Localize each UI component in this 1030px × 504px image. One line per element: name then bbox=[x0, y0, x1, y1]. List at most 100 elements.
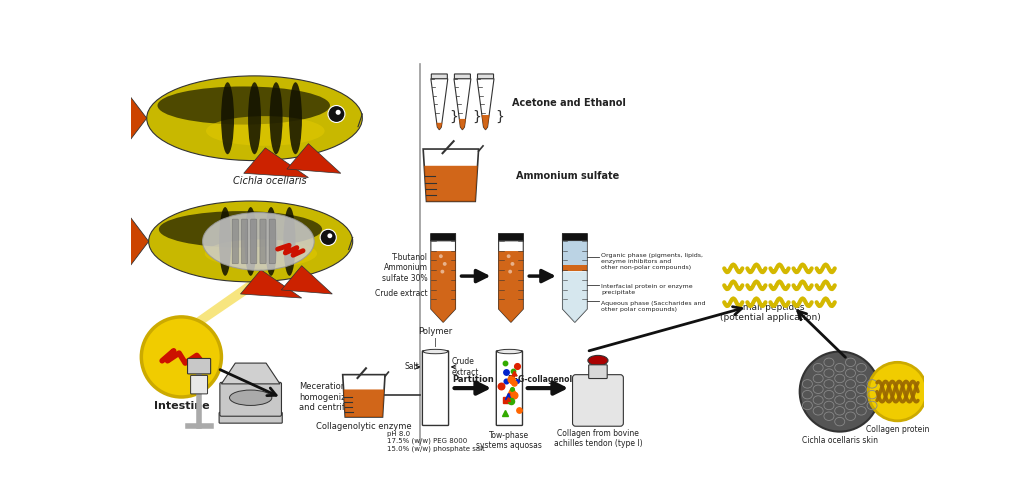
Polygon shape bbox=[344, 390, 384, 417]
FancyBboxPatch shape bbox=[496, 351, 522, 425]
FancyBboxPatch shape bbox=[232, 219, 238, 264]
Polygon shape bbox=[437, 123, 442, 130]
FancyBboxPatch shape bbox=[269, 219, 275, 264]
Polygon shape bbox=[343, 374, 385, 417]
Circle shape bbox=[336, 110, 341, 115]
Circle shape bbox=[507, 255, 511, 258]
Circle shape bbox=[508, 270, 512, 274]
Polygon shape bbox=[562, 241, 587, 265]
Ellipse shape bbox=[588, 355, 608, 365]
Text: Cichla ocellaris skin: Cichla ocellaris skin bbox=[801, 436, 878, 445]
Ellipse shape bbox=[221, 82, 234, 154]
FancyBboxPatch shape bbox=[573, 374, 623, 426]
Ellipse shape bbox=[159, 211, 322, 247]
Circle shape bbox=[141, 317, 221, 397]
Polygon shape bbox=[454, 79, 471, 130]
Text: Partition: Partition bbox=[452, 375, 494, 384]
Circle shape bbox=[328, 105, 345, 122]
Text: pH 8.0
17.5% (w/w) PEG 8000
15.0% (w/w) phosphate salt: pH 8.0 17.5% (w/w) PEG 8000 15.0% (w/w) … bbox=[386, 431, 484, 452]
Polygon shape bbox=[431, 241, 455, 322]
FancyBboxPatch shape bbox=[191, 375, 208, 394]
Polygon shape bbox=[562, 272, 587, 322]
Ellipse shape bbox=[270, 82, 282, 154]
Ellipse shape bbox=[203, 213, 314, 270]
Text: Ammonium sulfate: Ammonium sulfate bbox=[516, 171, 620, 181]
Polygon shape bbox=[423, 149, 479, 202]
Polygon shape bbox=[431, 79, 448, 130]
Text: }: } bbox=[495, 110, 505, 123]
Polygon shape bbox=[499, 241, 523, 322]
Polygon shape bbox=[240, 270, 302, 298]
Text: Cichla ocellaris: Cichla ocellaris bbox=[233, 176, 307, 186]
FancyBboxPatch shape bbox=[478, 74, 493, 79]
Polygon shape bbox=[221, 363, 280, 384]
Polygon shape bbox=[562, 241, 587, 322]
Ellipse shape bbox=[265, 207, 277, 276]
Ellipse shape bbox=[230, 390, 272, 405]
Ellipse shape bbox=[423, 349, 448, 354]
Circle shape bbox=[439, 255, 443, 258]
Circle shape bbox=[328, 233, 333, 238]
Ellipse shape bbox=[497, 349, 522, 354]
Polygon shape bbox=[112, 193, 148, 290]
Polygon shape bbox=[499, 251, 523, 322]
Text: Crude
extract: Crude extract bbox=[451, 357, 479, 376]
Text: |: | bbox=[434, 338, 437, 347]
FancyBboxPatch shape bbox=[432, 74, 447, 79]
Circle shape bbox=[320, 229, 337, 245]
Polygon shape bbox=[287, 144, 341, 173]
Ellipse shape bbox=[283, 207, 296, 276]
FancyBboxPatch shape bbox=[241, 219, 247, 264]
Polygon shape bbox=[424, 166, 478, 202]
Circle shape bbox=[441, 270, 444, 274]
Text: Organic phase (pigments, lipids,
enzyme inhibitors and
other non-polar compounds: Organic phase (pigments, lipids, enzyme … bbox=[602, 253, 703, 270]
Text: Collagenolytic enzyme: Collagenolytic enzyme bbox=[316, 422, 412, 431]
FancyBboxPatch shape bbox=[499, 233, 523, 241]
Text: Polymer: Polymer bbox=[418, 327, 452, 336]
Polygon shape bbox=[281, 266, 333, 294]
Circle shape bbox=[511, 262, 514, 266]
Polygon shape bbox=[431, 251, 455, 322]
Text: }: } bbox=[449, 110, 458, 123]
Text: Aqueous phase (Saccharides and
other polar compounds): Aqueous phase (Saccharides and other pol… bbox=[602, 301, 706, 312]
Text: Intestine: Intestine bbox=[153, 401, 209, 411]
Ellipse shape bbox=[289, 82, 302, 154]
Circle shape bbox=[799, 352, 880, 431]
FancyBboxPatch shape bbox=[219, 412, 282, 423]
FancyBboxPatch shape bbox=[187, 358, 210, 374]
Ellipse shape bbox=[146, 76, 363, 161]
Text: PEG-collagenolytic: PEG-collagenolytic bbox=[508, 375, 588, 384]
Text: Meceration,
homogenization
and centrifugation: Meceration, homogenization and centrifug… bbox=[299, 383, 377, 412]
FancyBboxPatch shape bbox=[431, 233, 455, 241]
Ellipse shape bbox=[206, 116, 324, 146]
FancyBboxPatch shape bbox=[589, 365, 608, 379]
FancyBboxPatch shape bbox=[219, 383, 281, 416]
Text: Acetone and Ethanol: Acetone and Ethanol bbox=[513, 98, 626, 108]
Polygon shape bbox=[244, 148, 308, 177]
Ellipse shape bbox=[219, 207, 232, 276]
FancyBboxPatch shape bbox=[454, 74, 471, 79]
FancyBboxPatch shape bbox=[250, 219, 256, 264]
FancyBboxPatch shape bbox=[562, 233, 587, 241]
Polygon shape bbox=[108, 68, 146, 169]
Polygon shape bbox=[477, 79, 494, 130]
Text: T-butanol
Ammonium
sulfate 30%: T-butanol Ammonium sulfate 30% bbox=[382, 253, 427, 283]
Text: Crude extract: Crude extract bbox=[375, 289, 427, 298]
Ellipse shape bbox=[244, 207, 256, 276]
Ellipse shape bbox=[205, 239, 317, 268]
Circle shape bbox=[868, 362, 927, 421]
Text: }: } bbox=[473, 110, 481, 123]
Polygon shape bbox=[562, 265, 587, 272]
Polygon shape bbox=[482, 115, 489, 130]
Text: Small peptides
(potential application): Small peptides (potential application) bbox=[720, 303, 821, 323]
Text: Collagen from bovine
achilles tendon (type I): Collagen from bovine achilles tendon (ty… bbox=[554, 428, 643, 448]
Ellipse shape bbox=[148, 201, 352, 282]
Circle shape bbox=[443, 262, 447, 266]
Text: Interfacial protein or enzyme
precipitate: Interfacial protein or enzyme precipitat… bbox=[602, 284, 692, 294]
Polygon shape bbox=[174, 261, 285, 334]
Text: Salt: Salt bbox=[405, 362, 419, 371]
Ellipse shape bbox=[248, 82, 261, 154]
Polygon shape bbox=[459, 119, 466, 130]
Text: Collagen protein: Collagen protein bbox=[866, 425, 929, 434]
FancyBboxPatch shape bbox=[422, 351, 448, 425]
